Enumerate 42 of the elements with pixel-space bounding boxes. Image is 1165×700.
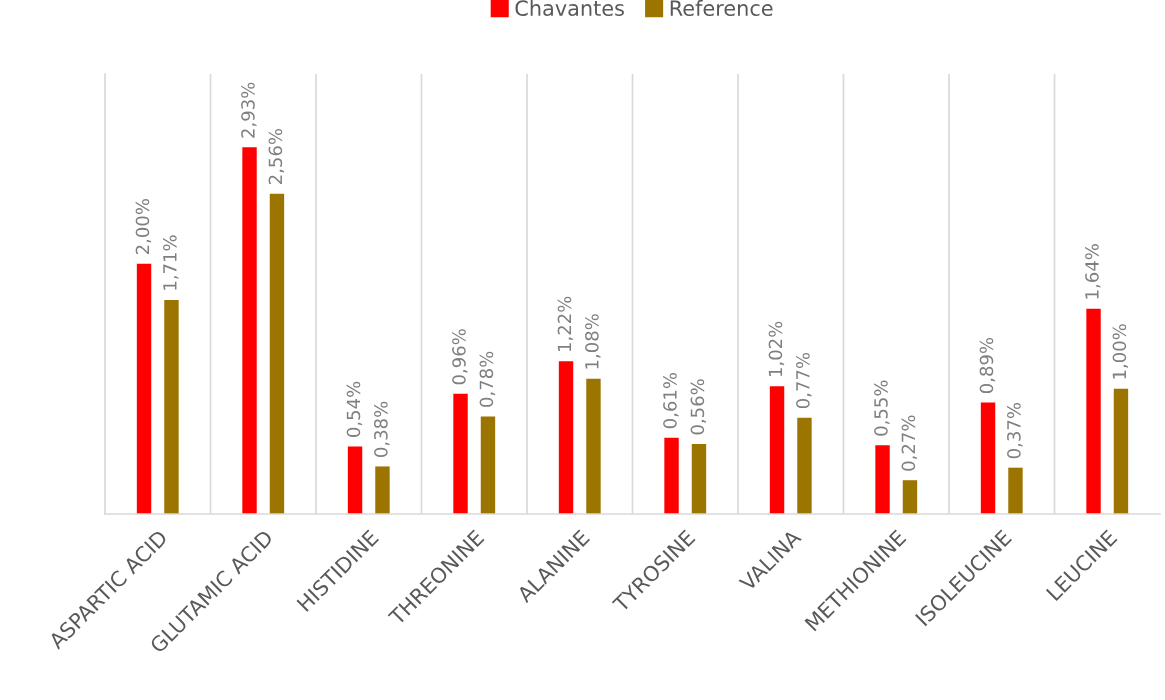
bar bbox=[664, 437, 679, 514]
bar bbox=[347, 446, 363, 514]
bar bbox=[980, 402, 996, 514]
bar bbox=[375, 466, 390, 514]
bar bbox=[480, 416, 496, 514]
data-label: 0,27% bbox=[901, 415, 918, 471]
bar bbox=[1113, 388, 1129, 514]
data-label: 2,56% bbox=[268, 128, 285, 184]
bar bbox=[136, 263, 152, 514]
legend-label: Reference bbox=[670, 0, 773, 17]
data-label: 0,38% bbox=[374, 401, 390, 457]
bar bbox=[902, 480, 918, 514]
bar bbox=[797, 417, 812, 514]
data-label: 0,56% bbox=[690, 379, 707, 435]
data-label: 0,78% bbox=[479, 351, 496, 407]
bar bbox=[242, 147, 257, 514]
data-label: 0,54% bbox=[346, 381, 363, 437]
bar bbox=[586, 378, 601, 514]
data-label: 1,22% bbox=[557, 296, 574, 352]
data-label: 0,77% bbox=[796, 352, 812, 409]
data-label: 0,96% bbox=[452, 329, 468, 385]
data-label: 1,08% bbox=[585, 314, 601, 369]
bar bbox=[453, 393, 468, 514]
data-label: 0,61% bbox=[663, 372, 679, 429]
data-label: 1,71% bbox=[163, 235, 179, 290]
bar bbox=[164, 300, 179, 514]
data-label: 2,93% bbox=[241, 82, 257, 138]
bar bbox=[1008, 467, 1023, 514]
data-label: 1,64% bbox=[1085, 244, 1101, 299]
data-label: 0,89% bbox=[979, 337, 996, 394]
data-label: 2,00% bbox=[135, 199, 152, 255]
bar bbox=[691, 443, 707, 514]
bar bbox=[875, 445, 890, 514]
data-label: 1,02% bbox=[768, 321, 785, 377]
data-label: 0,37% bbox=[1007, 403, 1023, 459]
bar bbox=[769, 386, 785, 514]
data-label: 1,00% bbox=[1112, 324, 1129, 379]
bar bbox=[1086, 308, 1101, 514]
bar bbox=[269, 193, 285, 514]
data-label: 0,55% bbox=[874, 380, 890, 436]
legend-label: Chavantes bbox=[515, 0, 624, 17]
bar bbox=[558, 361, 574, 514]
